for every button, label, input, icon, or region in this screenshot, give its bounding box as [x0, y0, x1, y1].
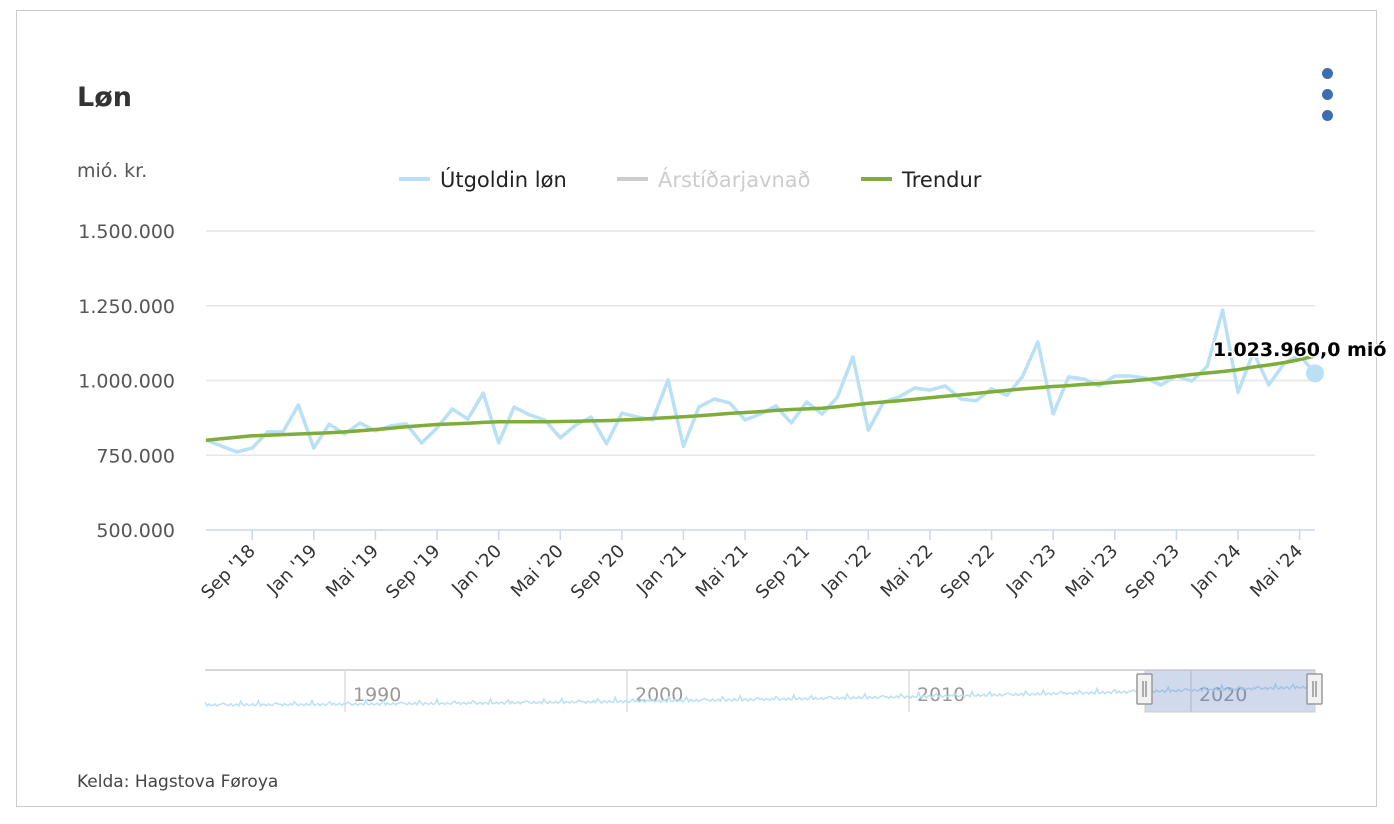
y-axis-unit-label: mió. kr.	[77, 160, 148, 182]
series-line-utgoldin-lon	[205, 308, 1317, 454]
x-tick-label: Sep '19	[382, 541, 445, 604]
x-tick-label: Sep '23	[1121, 541, 1184, 604]
source-credit: Kelda: Hagstova Føroya	[77, 772, 279, 792]
y-tick-label: 1.500.000	[78, 221, 175, 243]
x-tick-label: Jan '22	[817, 541, 876, 600]
x-tick-label: Jan '20	[447, 541, 506, 600]
x-tick-label: Mai '24	[1246, 541, 1307, 602]
legend-label: Útgoldin løn	[440, 167, 567, 192]
legend-item-trendur[interactable]: Trendur	[861, 168, 982, 192]
legend-label: Trendur	[901, 168, 982, 192]
handle-body	[1136, 673, 1153, 705]
x-tick-label: Sep '22	[936, 541, 999, 604]
navigator-handle-left[interactable]	[1136, 673, 1153, 705]
navigator-handle-right[interactable]	[1306, 673, 1323, 705]
chart-card	[16, 10, 1377, 807]
navigator-selected-range	[1144, 669, 1316, 713]
x-tick-label: Mai '21	[692, 541, 753, 602]
menu-dot	[1322, 68, 1333, 79]
y-tick-label: 750.000	[96, 445, 175, 467]
legend-item-arstidarjavnad[interactable]: Árstíðarjavnað	[617, 167, 811, 192]
chart-title: Løn	[77, 82, 132, 113]
x-tick-label: Mai '20	[507, 541, 568, 602]
menu-dot	[1322, 89, 1333, 100]
handle-body	[1306, 673, 1323, 705]
last-data-point	[1306, 364, 1324, 383]
legend: Útgoldin løn Árstíðarjavnað Trendur	[399, 167, 982, 192]
x-tick-label: Jan '19	[262, 541, 321, 600]
y-tick-label: 500.000	[96, 520, 175, 542]
legend-label: Árstíðarjavnað	[658, 167, 811, 192]
navigator-label: 2000	[635, 684, 683, 706]
x-tick-label: Jan '23	[1002, 541, 1061, 600]
x-tick-label: Mai '19	[322, 541, 383, 602]
x-tick-label: Mai '23	[1061, 541, 1122, 602]
series-line-trendur	[205, 354, 1316, 443]
x-tick-label: Sep '20	[567, 541, 630, 604]
x-tick-label: Jan '24	[1187, 541, 1246, 600]
data-label: 1.023.960,0 mió	[1213, 339, 1386, 361]
legend-item-utgoldin-lon[interactable]: Útgoldin løn	[399, 167, 567, 192]
x-tick-label: Sep '18	[197, 541, 260, 604]
x-tick-label: Mai '22	[877, 541, 938, 602]
y-tick-label: 1.000.000	[78, 371, 175, 393]
x-tick-label: Sep '21	[752, 541, 815, 604]
x-tick-label: Jan '21	[632, 541, 691, 600]
navigator-series	[204, 682, 1316, 708]
menu-dot	[1322, 110, 1333, 121]
navigator[interactable]: 1990200020102020	[204, 669, 1323, 713]
more-vertical-icon[interactable]	[1316, 66, 1338, 126]
y-tick-label: 1.250.000	[78, 296, 175, 318]
